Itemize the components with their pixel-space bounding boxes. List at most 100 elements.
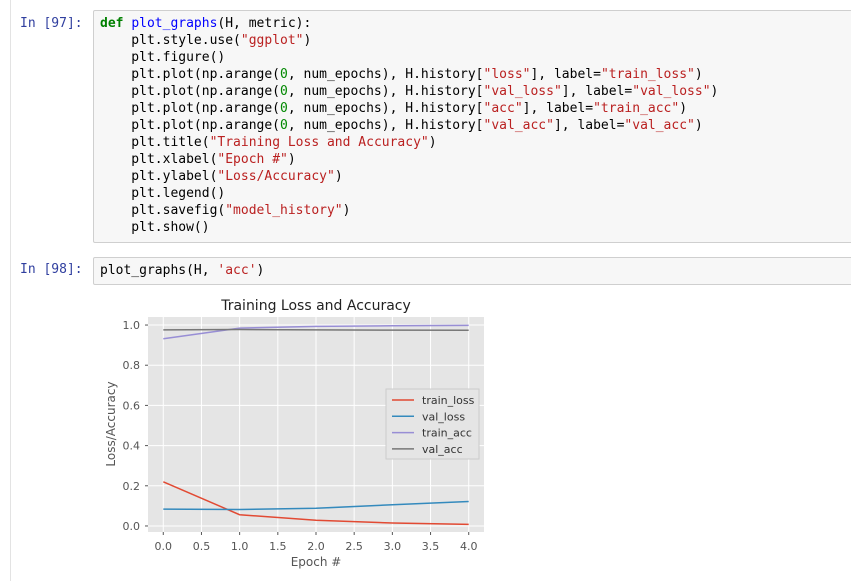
code-line: plt.figure()	[100, 49, 718, 66]
code-token: "acc"	[483, 101, 523, 116]
code-token: )	[342, 203, 351, 218]
chart-title: Training Loss and Accuracy	[220, 298, 411, 314]
y-tick-label: 0.6	[123, 399, 141, 412]
legend-label: train_acc	[422, 427, 472, 440]
cell-prompt: In [98]:	[20, 262, 83, 277]
y-tick-label: 0.0	[123, 520, 141, 533]
code-token: def	[100, 16, 124, 31]
code-token: , num_epochs), H.history[	[287, 84, 484, 99]
code-token: )	[694, 118, 703, 133]
code-token: "val_loss"	[483, 84, 562, 99]
code-line: plot_graphs(H, 'acc')	[100, 262, 264, 279]
code-token: )	[287, 152, 296, 167]
code-token: plt.style.use(	[100, 33, 241, 48]
code-token: "Loss/Accuracy"	[217, 169, 335, 184]
series-line-val_loss	[163, 500, 469, 511]
code-token: "val_loss"	[632, 84, 711, 99]
code-token: plt.title(	[100, 135, 210, 150]
series-line-train_loss	[163, 481, 469, 526]
y-tick-label: 0.8	[123, 359, 141, 372]
code-token: 0	[280, 101, 288, 116]
code-token: plot_graphs	[131, 16, 218, 31]
code-cell[interactable]: def plot_graphs(H, metric): plt.style.us…	[93, 10, 851, 243]
code-line: plt.plot(np.arange(0, num_epochs), H.his…	[100, 117, 718, 134]
code-line: plt.savefig("model_history")	[100, 202, 718, 219]
cell-prompt: In [97]:	[20, 16, 83, 31]
code-token: (H, metric):	[217, 16, 312, 31]
code-token: 0	[280, 84, 288, 99]
code-token: )	[694, 67, 703, 82]
code-line: plt.title("Training Loss and Accuracy")	[100, 134, 718, 151]
code-token: "train_loss"	[600, 67, 695, 82]
code-token: 'acc'	[217, 263, 257, 278]
code-line: plt.plot(np.arange(0, num_epochs), H.his…	[100, 83, 718, 100]
code-token: , num_epochs), H.history[	[287, 101, 484, 116]
x-tick-label: 3.0	[384, 540, 402, 553]
code-token: ], label=	[530, 67, 601, 82]
code-token: plt.plot(np.arange(	[100, 67, 281, 82]
legend-label: val_loss	[422, 410, 465, 423]
code-token: )	[256, 263, 265, 278]
code-token: "loss"	[483, 67, 531, 82]
code-token: "train_acc"	[593, 101, 680, 116]
plot-output: Training Loss and Accuracy 0.0 0.5 1.0 1.5 2…	[104, 298, 484, 569]
code-token: "model_history"	[225, 203, 343, 218]
code-token: plt.savefig(	[100, 203, 226, 218]
code-token: , num_epochs), H.history[	[287, 118, 484, 133]
code-token: plt.plot(np.arange(	[100, 84, 281, 99]
legend: train_loss val_loss train_acc val_acc	[385, 388, 480, 460]
code-token: 0	[280, 118, 288, 133]
code-token: "val_acc"	[624, 118, 695, 133]
x-tick-label: 1.5	[269, 540, 287, 553]
y-tick-label: 0.2	[123, 480, 141, 493]
y-axis-label: Loss/Accuracy	[104, 381, 118, 466]
code-token: plt.ylabel(	[100, 169, 218, 184]
code-token: )	[710, 84, 719, 99]
code-token: )	[679, 101, 688, 116]
code-token: "ggplot"	[240, 33, 304, 48]
code-line: plt.legend()	[100, 185, 718, 202]
y-tick-label: 1.0	[123, 319, 141, 332]
code-token: )	[334, 169, 343, 184]
legend-label: train_loss	[422, 394, 475, 407]
cell-gutter	[10, 0, 11, 581]
code-line: plt.xlabel("Epoch #")	[100, 151, 718, 168]
code-token: ], label=	[522, 101, 594, 116]
x-axis-label: Epoch #	[291, 555, 342, 569]
code-line: plt.show()	[100, 219, 718, 236]
x-tick-label: 2.5	[345, 540, 363, 553]
code-line: plt.plot(np.arange(0, num_epochs), H.his…	[100, 66, 718, 83]
legend-label: val_acc	[422, 443, 463, 456]
x-tick-label: 0.0	[155, 540, 173, 553]
code-token: , num_epochs), H.history[	[287, 67, 484, 82]
code-line: plt.ylabel("Loss/Accuracy")	[100, 168, 718, 185]
series-line-train_acc	[163, 324, 469, 340]
code-token: "Training Loss and Accuracy"	[209, 135, 429, 150]
code-token: 0	[280, 67, 288, 82]
code-token: ], label=	[553, 118, 625, 133]
code-token: "Epoch #"	[217, 152, 288, 167]
code-token: plt.xlabel(	[100, 152, 218, 167]
code-token: plt.show()	[100, 220, 210, 235]
code-token: plot_graphs(H,	[100, 263, 218, 278]
code-line: plt.style.use("ggplot")	[100, 32, 718, 49]
code-token: plt.figure()	[100, 50, 226, 65]
code-line: def plot_graphs(H, metric):	[100, 15, 718, 32]
code-token: plt.legend()	[100, 186, 226, 201]
code-editor[interactable]: plot_graphs(H, 'acc')	[100, 262, 264, 279]
x-tick-label: 0.5	[193, 540, 211, 553]
x-tick-label: 2.0	[307, 540, 325, 553]
series-line-val_acc	[163, 328, 469, 332]
x-tick-label: 1.0	[231, 540, 249, 553]
y-tick-label: 0.4	[123, 440, 141, 453]
code-token: )	[428, 135, 437, 150]
code-line: plt.plot(np.arange(0, num_epochs), H.his…	[100, 100, 718, 117]
code-cell[interactable]: plot_graphs(H, 'acc')	[93, 257, 851, 285]
code-token: plt.plot(np.arange(	[100, 118, 281, 133]
x-tick-label: 3.5	[422, 540, 440, 553]
code-token: ], label=	[561, 84, 633, 99]
code-editor[interactable]: def plot_graphs(H, metric): plt.style.us…	[100, 15, 718, 236]
code-token: )	[303, 33, 312, 48]
x-tick-label: 4.0	[460, 540, 478, 553]
code-token: "val_acc"	[483, 118, 554, 133]
